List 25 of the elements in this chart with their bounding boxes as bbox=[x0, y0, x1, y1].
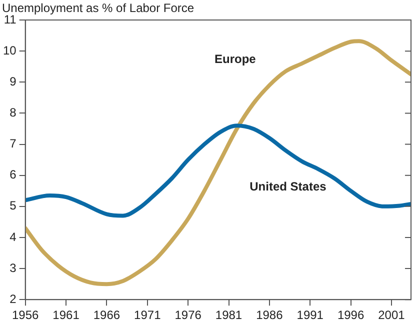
x-tick-label: 1961 bbox=[52, 308, 80, 322]
y-tick-label: 4 bbox=[10, 230, 17, 244]
y-tick-label: 11 bbox=[4, 12, 17, 26]
y-tick-label: 6 bbox=[10, 168, 17, 182]
x-tick-label: 1986 bbox=[256, 308, 284, 322]
x-tick-label: 1981 bbox=[215, 308, 242, 322]
series-label: United States bbox=[250, 180, 327, 194]
y-tick-label: 10 bbox=[2, 43, 17, 58]
line-series bbox=[25, 124, 411, 218]
y-tick-label: 7 bbox=[10, 136, 17, 151]
y-tick-label: 5 bbox=[10, 198, 17, 213]
x-tick-label: 1966 bbox=[93, 308, 120, 322]
x-tick-label: 1991 bbox=[296, 308, 324, 322]
series-label: Europe bbox=[214, 52, 256, 66]
y-tick-label: 9 bbox=[10, 74, 17, 88]
y-axis-title: Unemployment as % of Labor Force bbox=[2, 1, 194, 15]
x-tick-label: 1971 bbox=[134, 308, 162, 322]
y-tick-label: 2 bbox=[10, 292, 17, 306]
x-tick-label: 1956 bbox=[12, 308, 40, 322]
x-tick-label: 1976 bbox=[174, 308, 202, 322]
line-series bbox=[25, 39, 411, 286]
y-tick-label: 8 bbox=[10, 106, 17, 120]
y-tick-label: 3 bbox=[10, 260, 17, 275]
x-tick-label: 1996 bbox=[337, 308, 364, 322]
x-tick-label: 2001 bbox=[378, 308, 406, 322]
